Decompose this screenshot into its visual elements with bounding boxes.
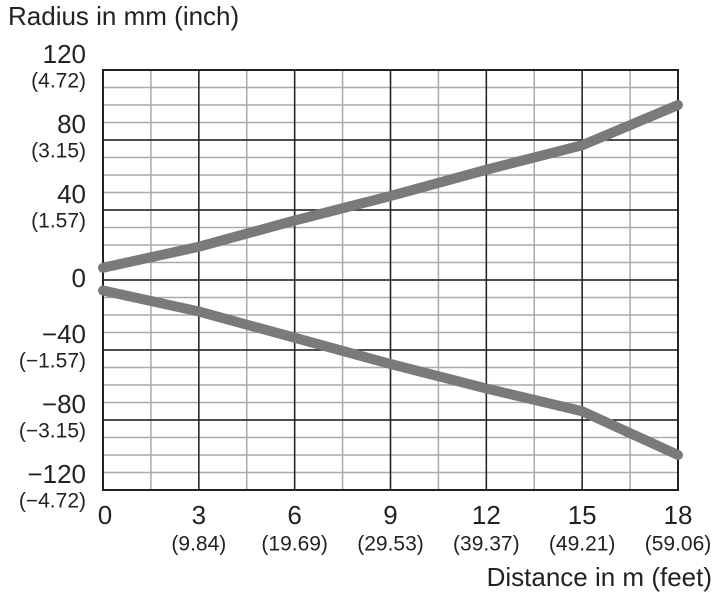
x-tick-label: 3 <box>192 500 206 530</box>
x-tick-sublabel: (39.37) <box>453 533 520 556</box>
x-axis-title: Distance in m (feet) <box>487 562 712 592</box>
y-tick-sublabel: (4.72) <box>31 70 86 93</box>
y-tick-sublabel: (−4.72) <box>19 490 86 513</box>
x-tick-sublabel: (9.84) <box>171 533 226 556</box>
y-tick-sublabel: (3.15) <box>31 140 86 163</box>
y-tick-sublabel: (−1.57) <box>19 350 86 373</box>
x-tick-sublabel: (29.53) <box>357 533 424 556</box>
y-tick-label: 0 <box>72 263 86 293</box>
plot-border <box>102 69 679 491</box>
y-tick-sublabel: (1.57) <box>31 210 86 233</box>
x-tick-label: 18 <box>664 500 693 530</box>
y-tick-label: 80 <box>57 109 86 139</box>
x-tick-label: 9 <box>383 500 397 530</box>
x-tick-sublabel: (19.69) <box>261 533 328 556</box>
series-line <box>98 285 683 460</box>
x-tick-label: 12 <box>472 500 501 530</box>
x-tick-label: 6 <box>287 500 301 530</box>
y-tick-label: −120 <box>27 459 86 489</box>
y-tick-label: −80 <box>42 389 86 419</box>
x-tick-label: 15 <box>568 500 597 530</box>
series-line <box>98 100 683 273</box>
x-tick-label: 0 <box>98 500 112 530</box>
y-tick-label: 40 <box>57 179 86 209</box>
x-tick-sublabel: (49.21) <box>549 533 616 556</box>
y-tick-label: 120 <box>43 39 86 69</box>
x-tick-sublabel: (59.06) <box>645 533 712 556</box>
y-axis-title: Radius in mm (inch) <box>8 1 239 31</box>
y-tick-label: −40 <box>42 319 86 349</box>
y-tick-sublabel: (−3.15) <box>19 420 86 443</box>
